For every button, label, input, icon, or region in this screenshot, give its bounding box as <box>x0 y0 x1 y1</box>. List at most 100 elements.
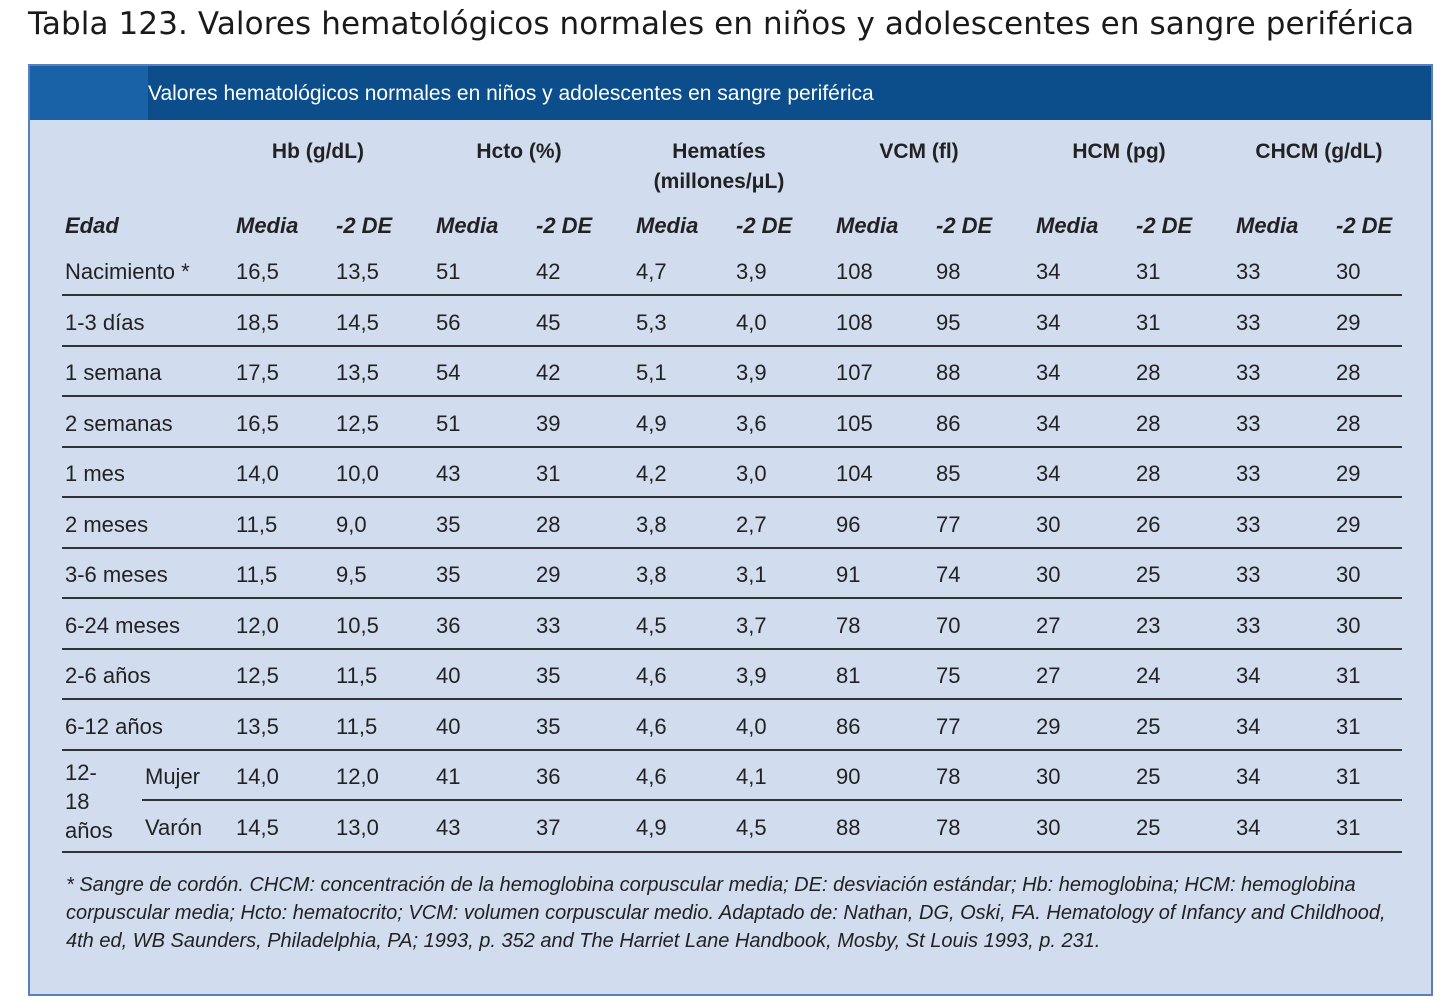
table-cell: 78 <box>936 764 961 789</box>
table-caption-bar: Valores hematológicos normales en niños … <box>30 66 1431 120</box>
table-cell: 85 <box>936 461 961 486</box>
table-cell: 3,9 <box>736 663 767 688</box>
table-cell: 77 <box>936 511 961 537</box>
table-cell: 16,5 <box>236 410 279 436</box>
table-cell: 4,0 <box>736 713 767 739</box>
cell-edad: 2-6 años <box>65 663 151 688</box>
page-title: Tabla 123. Valores hematológicos normale… <box>28 6 1415 42</box>
table-cell: 35 <box>536 663 561 688</box>
table-cell: 12,5 <box>236 663 279 688</box>
table-cell: 51 <box>436 410 461 436</box>
table-cell: 27 <box>1036 663 1061 688</box>
table-cell: 98 <box>936 259 961 284</box>
table-cell: 29 <box>1036 713 1061 739</box>
table-row: 2 semanas 16,5 12,5 51 39 4,9 3,6 105 86 34 28 33 28 <box>30 408 1435 458</box>
table-cell: 4,9 <box>636 410 667 436</box>
table-cell: 34 <box>1036 360 1061 385</box>
table-cell: 25 <box>1136 713 1161 739</box>
header-hematies-unit: (millones/μL) <box>653 170 785 193</box>
table-row: Nacimiento * 16,5 13,5 51 42 4,7 3,9 108 98 34 31 3… <box>30 256 1435 306</box>
row-separator <box>62 546 1402 549</box>
table-cell: 3,1 <box>736 562 767 587</box>
cell-edad: 6-24 meses <box>65 612 180 638</box>
table-cell: 90 <box>836 764 861 789</box>
table-cell: 12,0 <box>336 764 379 789</box>
row-separator <box>62 597 1402 599</box>
table-cell: 3,8 <box>636 511 667 537</box>
table-cell: 27 <box>1036 612 1061 638</box>
table-row: 1 semana 17,5 13,5 54 42 5,1 3,9 107 88 34 28 33 28 <box>30 357 1435 407</box>
teen-age-label: 12- 18 años <box>65 758 113 845</box>
table-cell: 30 <box>1336 562 1361 587</box>
table-cell: 33 <box>1236 612 1261 638</box>
table-cell: 30 <box>1036 562 1061 587</box>
table-cell: 26 <box>1136 511 1161 537</box>
table-cell: 31 <box>1336 764 1361 789</box>
table-row: Varón 14,5 13,0 43 37 4,9 4,5 88 78 30 25 34 31 <box>30 812 1435 862</box>
table-cell: 14,0 <box>236 764 279 789</box>
table-row: Mujer 14,0 12,0 41 36 4,6 4,1 90 78 30 25 34 31 <box>30 761 1435 811</box>
table-cell: 13,5 <box>336 259 379 284</box>
table-cell: 70 <box>936 612 961 638</box>
subheader-media: Media <box>1236 213 1299 238</box>
table-cell: 33 <box>1236 511 1261 537</box>
table-cell: 41 <box>436 764 461 789</box>
table-cell: 35 <box>536 713 561 739</box>
subheader-2de: -2 DE <box>736 213 793 238</box>
table-cell: 17,5 <box>236 360 279 385</box>
table-cell: 78 <box>936 814 961 840</box>
table-cell: 4,6 <box>636 663 667 688</box>
table-cell: 51 <box>436 259 461 284</box>
header-edad: Edad <box>65 213 119 238</box>
table-cell: 35 <box>436 562 461 587</box>
table-cell: 88 <box>936 360 961 385</box>
table-cell: 75 <box>936 663 961 688</box>
table-cell: 81 <box>836 663 861 688</box>
subheader-2de: -2 DE <box>336 213 393 238</box>
table-cell: 23 <box>1136 612 1161 638</box>
table-cell: 105 <box>836 410 873 436</box>
table-cell: 11,5 <box>336 713 378 739</box>
table-cell: 33 <box>1236 410 1261 436</box>
table-cell: 4,9 <box>636 814 667 840</box>
table-cell: 16,5 <box>236 259 279 284</box>
table-cell: 12,0 <box>236 612 279 638</box>
table-cell: 4,6 <box>636 713 667 739</box>
teen-age-label-line: 18 <box>65 789 90 814</box>
table-cell: 4,0 <box>736 309 767 335</box>
table-row: 1-3 días 18,5 14,5 56 45 5,3 4,0 108 95 34 31 33 29 <box>30 307 1435 357</box>
table-cell: 33 <box>1236 461 1261 486</box>
subheader-2de: -2 DE <box>1336 213 1393 238</box>
table-cell: 34 <box>1236 764 1261 789</box>
subheader-media: Media <box>836 213 899 238</box>
table-cell: 3,7 <box>736 612 767 638</box>
table-cell: 78 <box>836 612 861 638</box>
table-panel: Valores hematológicos normales en niños … <box>28 64 1433 996</box>
table-cell: 30 <box>1336 259 1361 284</box>
table-cell: 18,5 <box>236 309 279 335</box>
table-cell: 40 <box>436 663 461 688</box>
table-cell: 34 <box>1036 461 1061 486</box>
cell-edad: 1-3 días <box>65 309 145 335</box>
table-cell: 28 <box>1136 461 1161 486</box>
table-cell: 108 <box>836 259 873 284</box>
table-cell: 33 <box>1236 259 1261 284</box>
table-cell: 14,0 <box>236 461 279 486</box>
table-cell: 4,5 <box>736 814 767 840</box>
table-cell: 45 <box>536 309 561 335</box>
cell-edad: 1 semana <box>65 360 162 385</box>
table-cell: 30 <box>1036 764 1061 789</box>
table-cell: 107 <box>836 360 873 385</box>
table-cell: 36 <box>536 764 561 789</box>
table-cell: 29 <box>1336 461 1361 486</box>
table-cell: 88 <box>836 814 861 840</box>
subheader-2de: -2 DE <box>936 213 993 238</box>
table-cell: 28 <box>536 511 561 537</box>
table-row: 1 mes 14,0 10,0 43 31 4,2 3,0 104 85 34 28 33 29 <box>30 458 1435 508</box>
table-cell: 91 <box>836 562 861 587</box>
table-row: 6-24 meses 12,0 10,5 36 33 4,5 3,7 78 70 27 23 33 30 <box>30 610 1435 660</box>
row-separator <box>62 850 1402 853</box>
table-cell: 33 <box>1236 562 1261 587</box>
table-cell: 33 <box>536 612 561 638</box>
table-cell: 12,5 <box>336 410 379 436</box>
